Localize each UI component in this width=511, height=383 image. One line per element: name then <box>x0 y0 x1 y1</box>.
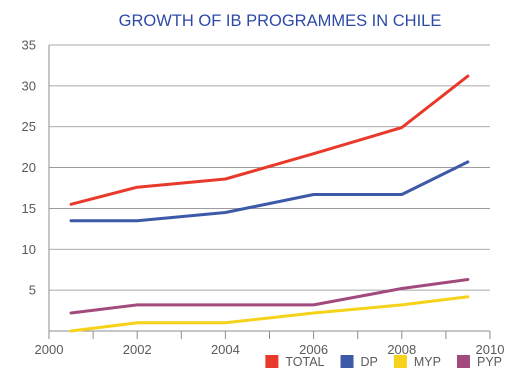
y-tick-label: 35 <box>22 38 36 53</box>
legend-swatch <box>340 355 354 368</box>
y-tick-label: 25 <box>22 119 36 134</box>
legend-swatch <box>265 355 279 368</box>
legend-item-total: TOTAL <box>265 355 325 369</box>
grid-lines <box>49 44 490 291</box>
chart-title: GROWTH OF IB PROGRAMMES IN CHILE <box>119 12 442 30</box>
x-tick-label: 2002 <box>123 342 152 357</box>
x-tick-label: 2010 <box>476 342 505 357</box>
series-line-myp <box>69 295 470 333</box>
x-tick-label: 2000 <box>35 342 64 357</box>
x-tick-label: 2008 <box>387 342 416 357</box>
y-tick-label: 10 <box>22 242 36 257</box>
x-tick-label: 2006 <box>299 342 328 357</box>
y-tick-label: 15 <box>22 201 36 216</box>
series-lines <box>69 74 470 333</box>
series-line-pyp <box>69 278 470 315</box>
y-tick-label: 5 <box>29 283 36 298</box>
x-tick-label: 2004 <box>211 342 240 357</box>
legend-swatch <box>456 355 470 368</box>
legend-label: DP <box>361 355 378 369</box>
legend: TOTAL DP MYP PYP <box>265 355 502 369</box>
legend-label: TOTAL <box>285 355 324 369</box>
legend-item-myp: MYP <box>393 355 441 369</box>
legend-swatch <box>393 355 407 368</box>
legend-item-pyp: PYP <box>456 355 502 369</box>
series-line-dp <box>69 160 470 223</box>
legend-label: MYP <box>414 355 441 369</box>
axes: 5 10 15 20 25 30 35 2000 2002 2004 2006 2008 2010 <box>22 38 505 358</box>
legend-item-dp: DP <box>340 355 378 369</box>
legend-label: PYP <box>477 355 502 369</box>
series-line-total <box>69 74 470 206</box>
y-tick-label: 30 <box>22 78 36 93</box>
y-tick-label: 20 <box>22 160 36 175</box>
